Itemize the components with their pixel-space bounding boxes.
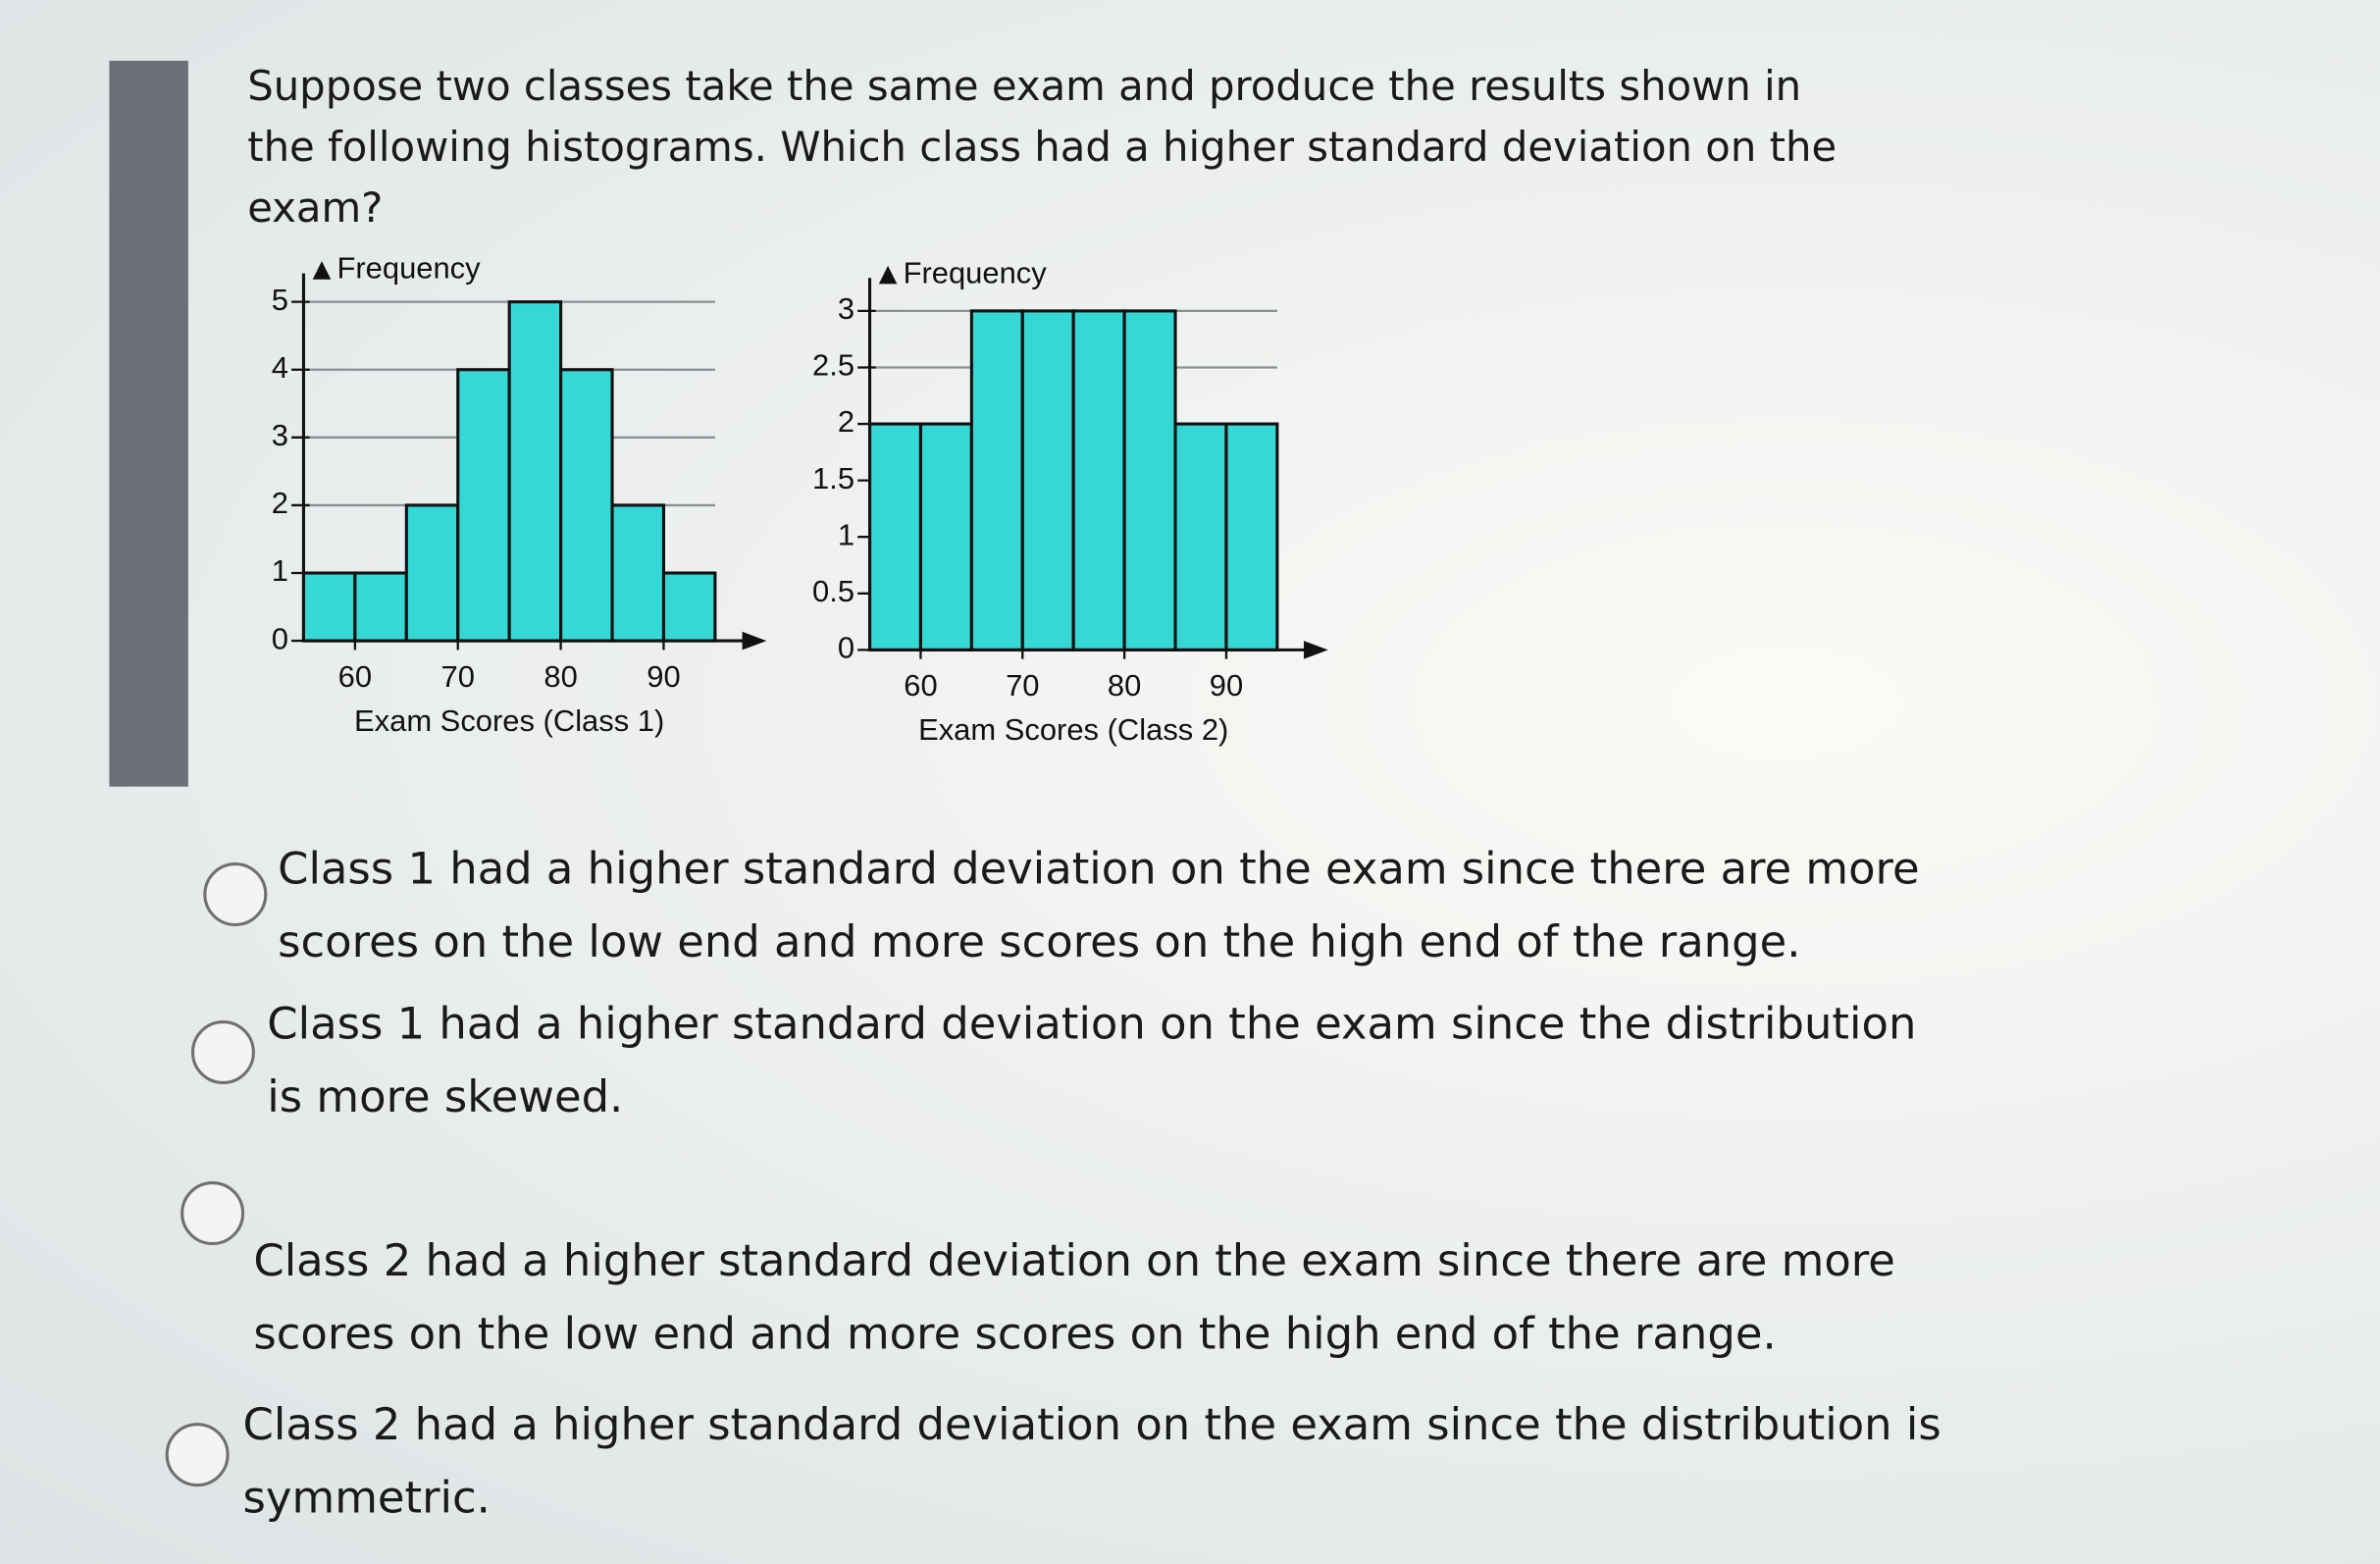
y-tick-label: 5 bbox=[272, 283, 288, 317]
bar bbox=[301, 571, 357, 643]
x-axis-label: Exam Scores (Class 1) bbox=[354, 704, 664, 738]
x-tick-label: 90 bbox=[647, 659, 680, 694]
y-axis-label: Frequency bbox=[336, 251, 481, 286]
y-tick-label: 1.5 bbox=[812, 461, 854, 495]
bar bbox=[1071, 309, 1126, 652]
bar bbox=[610, 503, 666, 643]
option[interactable]: Class 1 had a higher standard deviation … bbox=[278, 842, 1920, 967]
y-tick-label: 2.5 bbox=[812, 348, 854, 383]
option[interactable]: Class 1 had a higher standard deviation … bbox=[267, 997, 1917, 1122]
bar bbox=[1224, 422, 1279, 652]
radio-button[interactable] bbox=[190, 1019, 255, 1084]
y-axis-label: Frequency bbox=[904, 255, 1048, 289]
bar bbox=[1020, 309, 1075, 652]
radio-button[interactable] bbox=[181, 1181, 245, 1246]
y-tick-label: 4 bbox=[272, 350, 288, 385]
x-axis-arrow bbox=[1304, 641, 1328, 659]
y-tick-label: 2 bbox=[272, 486, 288, 520]
radio-button[interactable] bbox=[165, 1423, 230, 1487]
x-tick-label: 80 bbox=[543, 659, 577, 694]
bar bbox=[1122, 309, 1177, 652]
y-tick-label: 3 bbox=[272, 418, 288, 452]
scrollbar bbox=[109, 60, 188, 787]
bar bbox=[353, 571, 408, 643]
x-tick-label: 60 bbox=[904, 668, 937, 703]
x-tick-label: 70 bbox=[441, 659, 475, 694]
bar bbox=[404, 503, 460, 643]
x-axis-arrow bbox=[742, 631, 767, 651]
bar bbox=[456, 368, 511, 643]
option[interactable]: Class 2 had a higher standard deviation … bbox=[253, 1234, 1895, 1360]
y-tick-label: 3 bbox=[838, 291, 854, 326]
x-tick-label: 60 bbox=[338, 659, 372, 694]
bar bbox=[918, 422, 973, 652]
question: Suppose two classes take the same exam a… bbox=[247, 63, 1837, 233]
y-axis-arrow bbox=[312, 261, 332, 280]
bar bbox=[507, 300, 563, 643]
bar bbox=[1173, 422, 1228, 652]
y-tick-label: 1 bbox=[838, 517, 854, 551]
y-tick-label: 0 bbox=[838, 631, 854, 665]
radio-button[interactable] bbox=[203, 862, 268, 927]
x-axis-label: Exam Scores (Class 2) bbox=[918, 712, 1228, 747]
bar bbox=[559, 368, 614, 643]
y-axis-arrow bbox=[878, 265, 898, 285]
bar bbox=[661, 571, 717, 643]
bar bbox=[969, 309, 1024, 652]
y-tick-label: 0.5 bbox=[812, 574, 854, 608]
bar bbox=[867, 422, 923, 652]
x-tick-label: 90 bbox=[1210, 668, 1243, 703]
x-tick-label: 70 bbox=[1006, 668, 1039, 703]
y-tick-label: 1 bbox=[272, 553, 288, 588]
y-tick-label: 0 bbox=[272, 621, 288, 655]
x-tick-label: 80 bbox=[1108, 668, 1141, 703]
y-tick-label: 2 bbox=[838, 404, 854, 439]
option[interactable]: Class 2 had a higher standard deviation … bbox=[242, 1398, 1941, 1524]
